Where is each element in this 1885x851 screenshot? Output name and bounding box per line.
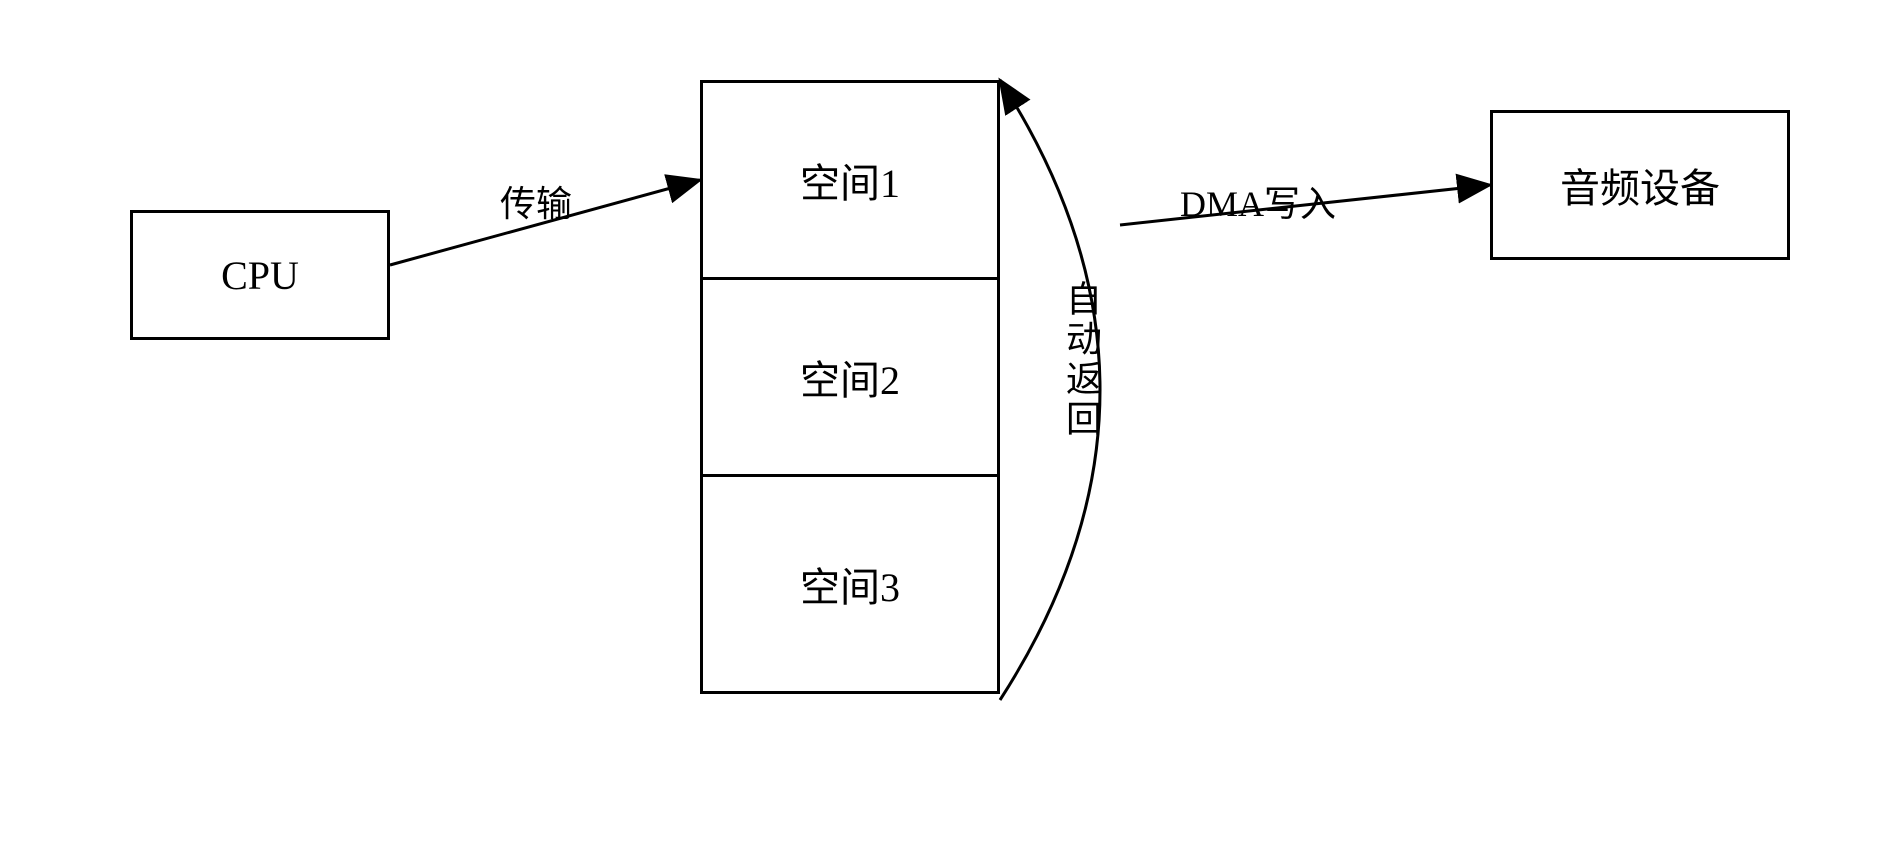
stack-cell-1: 空间1 bbox=[700, 80, 1000, 280]
cpu-label: CPU bbox=[221, 252, 299, 299]
stack-cell-3: 空间3 bbox=[700, 474, 1000, 694]
transfer-arrow-label: 传输 bbox=[500, 175, 572, 227]
stack-cell-2-label: 空间2 bbox=[800, 348, 900, 406]
dma-arrow-label: DMA写入 bbox=[1180, 175, 1336, 227]
audio-device-box: 音频设备 bbox=[1490, 110, 1790, 260]
stack-cell-3-label: 空间3 bbox=[800, 555, 900, 613]
stack-cell-2: 空间2 bbox=[700, 277, 1000, 477]
auto-return-label: 自动返回 bbox=[1055, 280, 1107, 440]
stack-cell-1-label: 空间1 bbox=[800, 151, 900, 209]
cpu-box: CPU bbox=[130, 210, 390, 340]
audio-device-label: 音频设备 bbox=[1560, 156, 1720, 214]
